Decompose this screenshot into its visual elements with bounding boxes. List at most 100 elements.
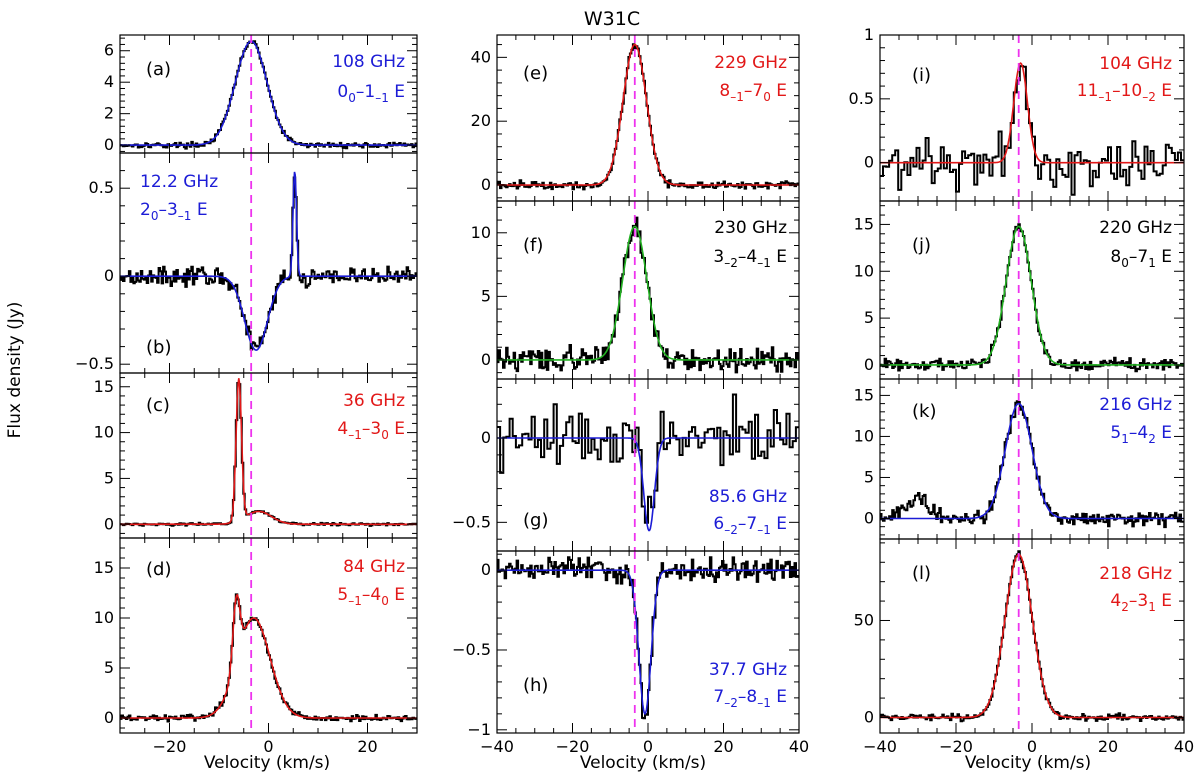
- panel-letter-h: (h): [523, 675, 548, 696]
- xtick-label: 40: [1174, 737, 1194, 756]
- panel-e: 0 20 40 (e) 229 GHz 8–1–70 E: [471, 34, 800, 202]
- ytick-label: 10: [854, 426, 874, 445]
- ytick-label: 10: [471, 223, 491, 242]
- fit-b: [120, 171, 417, 351]
- ytick-label: −0.5: [452, 512, 491, 531]
- ytick-label: 0.5: [849, 89, 874, 108]
- transition-label-d: 5–1–40 E: [337, 585, 405, 608]
- ytick-label: 10: [94, 608, 114, 627]
- frequency-label-k: 216 GHz: [1099, 395, 1172, 415]
- frequency-label-j: 220 GHz: [1099, 218, 1172, 238]
- frequency-label-f: 230 GHz: [714, 218, 787, 238]
- xtick-label: −40: [480, 737, 514, 756]
- transition-label-f: 3–2–4–1 E: [713, 247, 787, 270]
- fit-f: [497, 225, 799, 361]
- spectrum-i: [880, 65, 1184, 196]
- ytick-label: 5: [481, 286, 491, 305]
- panel-b: −0.5 0 0.5 (b) 12.2 GHz 20–3–1 E: [75, 152, 418, 374]
- transition-label-c: 4–1–30 E: [337, 419, 405, 442]
- ytick-label: 0: [481, 428, 491, 447]
- ytick-label: 15: [94, 377, 114, 396]
- y-axis-label: Flux density (Jy): [5, 302, 25, 439]
- ytick-label: 0: [864, 707, 874, 726]
- ytick-label: 15: [94, 558, 114, 577]
- xtick-label: 0: [1027, 737, 1037, 756]
- ytick-label: 0.5: [89, 178, 114, 197]
- frequency-label-l: 218 GHz: [1099, 564, 1172, 584]
- panel-f: 0 5 10 (f) 230 GHz 3–2–4–1 E: [471, 200, 800, 380]
- xtick-label: 0: [263, 737, 273, 756]
- panel-c: 0 5 10 15 (c) 36 GHz 4–1–30 E: [94, 372, 418, 539]
- panel-j: 0 5 10 15 (j) 220 GHz 80–71 E: [854, 200, 1185, 380]
- panel-d: −20 0 20 0 5 10 15 (d) 84 GHz 5–1–40 E: [94, 537, 418, 756]
- panel-letter-g: (g): [523, 510, 548, 531]
- xtick-label: 0: [643, 737, 653, 756]
- transition-label-a: 00–1–1 E: [337, 82, 405, 105]
- xtick-label: −40: [863, 737, 897, 756]
- ytick-label: 0: [864, 508, 874, 527]
- panel-letter-l: (l): [912, 563, 931, 584]
- spectrum-h: [497, 556, 799, 720]
- frequency-label-b: 12.2 GHz: [140, 172, 218, 192]
- transition-label-h: 7–2–8–1 E: [713, 687, 787, 710]
- x-axis-label-left: Velocity (km/s): [204, 753, 330, 773]
- panel-letter-c: (c): [146, 395, 170, 416]
- ytick-label: 0: [864, 153, 874, 172]
- fit-i: [880, 62, 1184, 164]
- panel-letter-a: (a): [146, 59, 171, 80]
- frequency-label-e: 229 GHz: [714, 53, 787, 73]
- ytick-label: 4: [104, 72, 114, 91]
- panel-l: −40 −20 0 20 40 0 50 (l) 218 GHz 42–31 E: [854, 538, 1194, 756]
- xtick-label: 20: [1098, 737, 1118, 756]
- ytick-label: 5: [864, 467, 874, 486]
- fit-c: [120, 378, 417, 526]
- ytick-label: 0: [481, 560, 491, 579]
- frequency-label-g: 85.6 GHz: [709, 487, 787, 507]
- ytick-label: 5: [104, 658, 114, 677]
- panel-k: 0 5 10 15 (k) 216 GHz 51–42 E: [854, 378, 1185, 540]
- panel-letter-d: (d): [146, 559, 171, 580]
- ytick-label: 40: [471, 47, 491, 66]
- x-axis-label-right: Velocity (km/s): [965, 753, 1091, 773]
- fit-k: [880, 402, 1184, 520]
- ytick-label: 2: [104, 104, 114, 123]
- fit-h: [497, 569, 799, 716]
- ytick-label: 5: [864, 308, 874, 327]
- ytick-label: 10: [854, 261, 874, 280]
- ytick-label: 0: [104, 135, 114, 154]
- ytick-label: 50: [854, 610, 874, 629]
- transition-label-j: 80–71 E: [1110, 247, 1172, 270]
- ytick-label: 0: [104, 708, 114, 727]
- frequency-label-a: 108 GHz: [332, 52, 405, 72]
- transition-label-l: 42–31 E: [1110, 591, 1172, 614]
- ytick-label: 20: [471, 111, 491, 130]
- xtick-label: −20: [153, 737, 187, 756]
- ytick-label: −1: [467, 720, 491, 739]
- ytick-label: 0: [864, 355, 874, 374]
- panel-letter-b: (b): [146, 337, 171, 358]
- ytick-label: 15: [854, 385, 874, 404]
- ytick-label: −0.5: [75, 354, 114, 373]
- ytick-label: −0.5: [452, 640, 491, 659]
- panel-a: 0 2 4 6 (a) 108 GHz 00–1–1 E: [104, 34, 418, 154]
- frequency-label-h: 37.7 GHz: [709, 660, 787, 680]
- x-axis-label-middle: Velocity (km/s): [580, 753, 706, 773]
- panel-letter-j: (j): [912, 235, 931, 256]
- fit-l: [880, 553, 1184, 719]
- transition-label-b: 20–3–1 E: [140, 200, 208, 223]
- ytick-label: 0: [481, 350, 491, 369]
- fit-g: [497, 437, 799, 532]
- spectrum-g: [497, 393, 799, 524]
- panels-group: 0 2 4 6 (a) 108 GHz 00–1–1 E −0.5 0 0.5 (b) 12.2 GH…: [75, 25, 1194, 756]
- xtick-label: −20: [939, 737, 973, 756]
- spectrum-b: [120, 176, 417, 351]
- ytick-label: 0: [481, 175, 491, 194]
- xtick-label: −20: [556, 737, 590, 756]
- panel-letter-e: (e): [523, 63, 548, 84]
- ytick-label: 6: [104, 41, 114, 60]
- ytick-label: 5: [104, 468, 114, 487]
- ytick-label: 15: [854, 214, 874, 233]
- fit-d: [120, 593, 417, 719]
- xtick-label: 20: [713, 737, 733, 756]
